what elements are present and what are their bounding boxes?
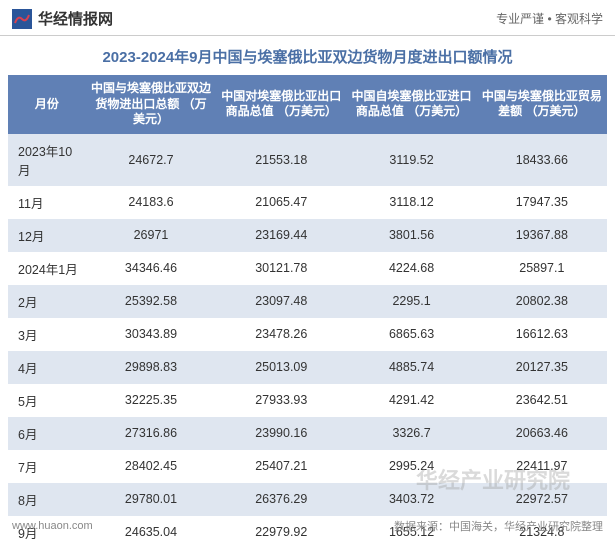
cell-month: 5月 xyxy=(8,384,86,417)
cell-value: 3403.72 xyxy=(346,483,476,516)
cell-value: 2295.1 xyxy=(346,285,476,318)
page-title: 2023-2024年9月中国与埃塞俄比亚双边货物月度进出口额情况 xyxy=(0,36,615,75)
col-header-total: 中国与埃塞俄比亚双边货物进出口总额 （万美元） xyxy=(86,75,216,134)
cell-value: 17947.35 xyxy=(477,186,607,219)
cell-month: 6月 xyxy=(8,417,86,450)
cell-value: 27316.86 xyxy=(86,417,216,450)
cell-value: 32225.35 xyxy=(86,384,216,417)
cell-month: 8月 xyxy=(8,483,86,516)
cell-value: 20663.46 xyxy=(477,417,607,450)
cell-value: 24672.7 xyxy=(86,134,216,186)
page-footer: www.huaon.com 数据来源：中国海关，华经产业研究院整理 xyxy=(0,512,615,538)
cell-month: 2024年1月 xyxy=(8,252,86,285)
cell-value: 29898.83 xyxy=(86,351,216,384)
cell-value: 21065.47 xyxy=(216,186,346,219)
table-header-row: 月份 中国与埃塞俄比亚双边货物进出口总额 （万美元） 中国对埃塞俄比亚出口商品总… xyxy=(8,75,607,134)
table-row: 8月29780.0126376.293403.7222972.57 xyxy=(8,483,607,516)
cell-value: 23478.26 xyxy=(216,318,346,351)
cell-value: 3119.52 xyxy=(346,134,476,186)
cell-value: 16612.63 xyxy=(477,318,607,351)
cell-value: 3801.56 xyxy=(346,219,476,252)
cell-value: 26376.29 xyxy=(216,483,346,516)
cell-value: 30343.89 xyxy=(86,318,216,351)
table-row: 3月30343.8923478.266865.6316612.63 xyxy=(8,318,607,351)
cell-value: 2995.24 xyxy=(346,450,476,483)
cell-value: 25392.58 xyxy=(86,285,216,318)
table-row: 7月28402.4525407.212995.2422411.97 xyxy=(8,450,607,483)
cell-month: 3月 xyxy=(8,318,86,351)
cell-value: 22411.97 xyxy=(477,450,607,483)
col-header-balance: 中国与埃塞俄比亚贸易差额 （万美元） xyxy=(477,75,607,134)
cell-value: 21553.18 xyxy=(216,134,346,186)
cell-value: 3118.12 xyxy=(346,186,476,219)
footer-site: www.huaon.com xyxy=(12,520,93,532)
cell-value: 34346.46 xyxy=(86,252,216,285)
cell-value: 23097.48 xyxy=(216,285,346,318)
tagline: 专业严谨 • 客观科学 xyxy=(496,10,603,27)
cell-value: 30121.78 xyxy=(216,252,346,285)
cell-month: 2月 xyxy=(8,285,86,318)
cell-month: 4月 xyxy=(8,351,86,384)
table-row: 6月27316.8623990.163326.720663.46 xyxy=(8,417,607,450)
cell-month: 12月 xyxy=(8,219,86,252)
brand: 华经情报网 xyxy=(12,8,113,29)
cell-value: 23990.16 xyxy=(216,417,346,450)
cell-value: 20802.38 xyxy=(477,285,607,318)
cell-value: 4885.74 xyxy=(346,351,476,384)
cell-value: 23642.51 xyxy=(477,384,607,417)
table-row: 12月2697123169.443801.5619367.88 xyxy=(8,219,607,252)
data-table: 月份 中国与埃塞俄比亚双边货物进出口总额 （万美元） 中国对埃塞俄比亚出口商品总… xyxy=(8,75,607,549)
cell-value: 22972.57 xyxy=(477,483,607,516)
cell-value: 24183.6 xyxy=(86,186,216,219)
cell-value: 4291.42 xyxy=(346,384,476,417)
col-header-import: 中国自埃塞俄比亚进口商品总值 （万美元） xyxy=(346,75,476,134)
cell-value: 19367.88 xyxy=(477,219,607,252)
page-header: 华经情报网 专业严谨 • 客观科学 xyxy=(0,0,615,36)
table-body: 2023年10月24672.721553.183119.5218433.6611… xyxy=(8,134,607,549)
footer-source: 数据来源：中国海关，华经产业研究院整理 xyxy=(394,518,603,534)
cell-value: 28402.45 xyxy=(86,450,216,483)
brand-icon xyxy=(12,9,32,29)
cell-month: 2023年10月 xyxy=(8,134,86,186)
cell-value: 6865.63 xyxy=(346,318,476,351)
table-container: 月份 中国与埃塞俄比亚双边货物进出口总额 （万美元） 中国对埃塞俄比亚出口商品总… xyxy=(0,75,615,549)
table-row: 4月29898.8325013.094885.7420127.35 xyxy=(8,351,607,384)
cell-value: 3326.7 xyxy=(346,417,476,450)
cell-value: 25897.1 xyxy=(477,252,607,285)
cell-month: 11月 xyxy=(8,186,86,219)
cell-value: 4224.68 xyxy=(346,252,476,285)
brand-text: 华经情报网 xyxy=(38,8,113,29)
cell-value: 29780.01 xyxy=(86,483,216,516)
cell-value: 27933.93 xyxy=(216,384,346,417)
cell-value: 23169.44 xyxy=(216,219,346,252)
cell-value: 25013.09 xyxy=(216,351,346,384)
cell-value: 26971 xyxy=(86,219,216,252)
table-row: 2024年1月34346.4630121.784224.6825897.1 xyxy=(8,252,607,285)
table-row: 11月24183.621065.473118.1217947.35 xyxy=(8,186,607,219)
table-row: 2023年10月24672.721553.183119.5218433.66 xyxy=(8,134,607,186)
cell-value: 18433.66 xyxy=(477,134,607,186)
cell-month: 7月 xyxy=(8,450,86,483)
cell-value: 20127.35 xyxy=(477,351,607,384)
col-header-month: 月份 xyxy=(8,75,86,134)
table-row: 5月32225.3527933.934291.4223642.51 xyxy=(8,384,607,417)
col-header-export: 中国对埃塞俄比亚出口商品总值 （万美元） xyxy=(216,75,346,134)
table-row: 2月25392.5823097.482295.120802.38 xyxy=(8,285,607,318)
cell-value: 25407.21 xyxy=(216,450,346,483)
